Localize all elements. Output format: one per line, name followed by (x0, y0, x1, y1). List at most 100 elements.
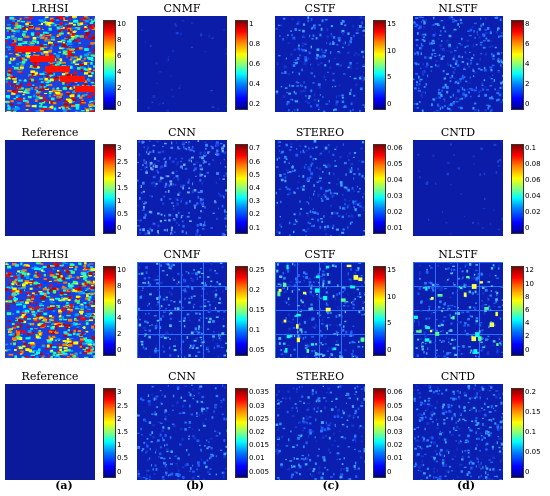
panel-14: CNN 0.005 0.01 0.015 0.02 0.025 0.03 0.035 (137, 370, 269, 480)
colorbar-tick-label: 0 (525, 223, 530, 232)
panel-11: CSTF 0 5 10 15 (275, 248, 396, 358)
panel-title: LRHSI (31, 2, 69, 15)
colorbar-tick-label: 4 (525, 319, 530, 328)
colorbar-tick-label: 0.8 (249, 40, 261, 49)
colorbar-tick-label: 0.02 (525, 207, 541, 216)
error-map-image (137, 262, 227, 358)
colorbar-tick-label: 0.03 (387, 191, 403, 200)
colorbar-tick-label: 0 (525, 467, 530, 476)
colorbar-tick-label: 1 (117, 441, 122, 450)
colorbar-tick-label: 10 (117, 20, 126, 29)
colorbar-tick-label: 0.2 (525, 388, 537, 397)
panel-title: CNN (168, 370, 196, 383)
panel-5: Reference 0 0.5 1 1.5 2 2.5 3 (5, 126, 128, 236)
colorbar (373, 388, 386, 478)
error-map-image (275, 384, 365, 480)
panel-title: STEREO (295, 370, 345, 383)
colorbar (511, 144, 524, 234)
colorbar (235, 388, 248, 478)
colorbar-tick-label: 10 (387, 46, 396, 55)
colorbar-tick-label: 5 (387, 73, 392, 82)
colorbar-tick-label: 0.025 (249, 414, 270, 423)
panel-title: CNTD (440, 370, 476, 383)
colorbar-tick-label: 0 (117, 345, 122, 354)
colorbar-tick-label: 0.4 (249, 184, 261, 192)
colorbar-tick-label: 0.25 (249, 266, 265, 275)
colorbar-tick-label: 0.06 (387, 388, 403, 397)
colorbar-tick-label: 0.15 (249, 306, 265, 314)
colorbar-tick-label: 6 (117, 298, 122, 307)
colorbar-tick-label: 0.01 (387, 454, 403, 463)
colorbar-tick-label: 5 (387, 319, 392, 328)
colorbar-tick-label: 2 (525, 332, 530, 341)
colorbar-tick-label: 6 (525, 306, 530, 314)
colorbar (511, 388, 524, 478)
colorbar-tick-label: 0.2 (249, 210, 261, 219)
error-map-image (5, 16, 95, 112)
colorbar-tick-label: 0.6 (249, 157, 261, 166)
colorbar-tick-label: 6 (117, 52, 122, 61)
colorbar-tick-label: 0.2 (249, 99, 261, 108)
colorbar-tick-label: 0.5 (117, 454, 129, 463)
colorbar-tick-label: 4 (117, 313, 122, 322)
error-map-image (413, 16, 503, 112)
colorbar-tick-label: 0.5 (249, 170, 261, 179)
column-label-a: (a) (55, 479, 73, 492)
panel-title: STEREO (295, 126, 345, 139)
colorbar-tick-label: 0.015 (249, 441, 270, 450)
colorbar (103, 388, 116, 478)
colorbar-tick-label: 2.5 (117, 157, 129, 166)
colorbar (103, 20, 116, 110)
colorbar-tick-label: 0.04 (525, 191, 541, 200)
colorbar (103, 144, 116, 234)
panel-15: STEREO 0 0.01 0.02 0.03 0.04 0.05 0.06 (275, 370, 403, 480)
colorbar (235, 144, 248, 234)
colorbar-tick-label: 8 (525, 292, 530, 301)
column-label-d: (d) (456, 479, 476, 492)
colorbar-tick-label: 15 (387, 266, 396, 275)
colorbar-tick-label: 0.04 (387, 176, 403, 185)
colorbar-tick-label: 0.06 (525, 176, 541, 185)
colorbar-tick-label: 1.5 (117, 428, 129, 436)
error-map-image (413, 140, 503, 236)
error-map-image (137, 140, 227, 236)
colorbar-tick-label: 0.2 (249, 286, 261, 295)
colorbar-tick-label: 8 (525, 20, 530, 29)
colorbar-tick-label: 0.7 (249, 144, 261, 153)
colorbar-tick-label: 0.005 (249, 467, 270, 476)
error-map-image (5, 262, 95, 358)
colorbar (373, 144, 386, 234)
colorbar (373, 266, 386, 356)
error-map-image (413, 384, 503, 480)
error-map-image (275, 16, 365, 112)
colorbar-tick-label: 2 (117, 329, 122, 338)
panel-title: Reference (21, 370, 79, 383)
panel-title: Reference (21, 126, 79, 139)
colorbar-tick-label: 0.08 (525, 160, 541, 169)
colorbar-tick-label: 0.01 (249, 454, 265, 463)
error-map-image (5, 140, 95, 236)
error-map-image (137, 384, 227, 480)
colorbar-tick-label: 8 (117, 282, 122, 291)
colorbar-tick-label: 0.06 (387, 144, 403, 153)
colorbar-tick-label: 0.03 (387, 428, 403, 436)
colorbar-tick-label: 0.04 (387, 414, 403, 423)
panel-2: CNMF 0.2 0.4 0.6 0.8 1 (137, 2, 260, 112)
panel-13: Reference 0 0.5 1 1.5 2 2.5 3 (5, 370, 128, 480)
colorbar-tick-label: 0.1 (525, 428, 537, 436)
colorbar-tick-label: 0.15 (525, 408, 541, 417)
colorbar-tick-label: 0.02 (387, 441, 403, 450)
column-label-b: (b) (185, 479, 205, 492)
colorbar-tick-label: 0.05 (249, 345, 265, 354)
colorbar-tick-label: 0 (525, 99, 530, 108)
colorbar-tick-label: 0.1 (525, 144, 537, 153)
panel-title: CNMF (163, 2, 201, 15)
colorbar-tick-label: 0 (525, 345, 530, 354)
colorbar (235, 20, 248, 110)
error-map-image (5, 384, 95, 480)
panel-12: NLSTF 0 2 4 6 8 10 12 (413, 248, 534, 358)
panel-title: CNMF (163, 248, 201, 261)
panel-7: STEREO 0.01 0.02 0.03 0.04 0.05 0.06 (275, 126, 403, 236)
colorbar-tick-label: 6 (525, 40, 530, 49)
panel-title: NLSTF (438, 248, 478, 261)
